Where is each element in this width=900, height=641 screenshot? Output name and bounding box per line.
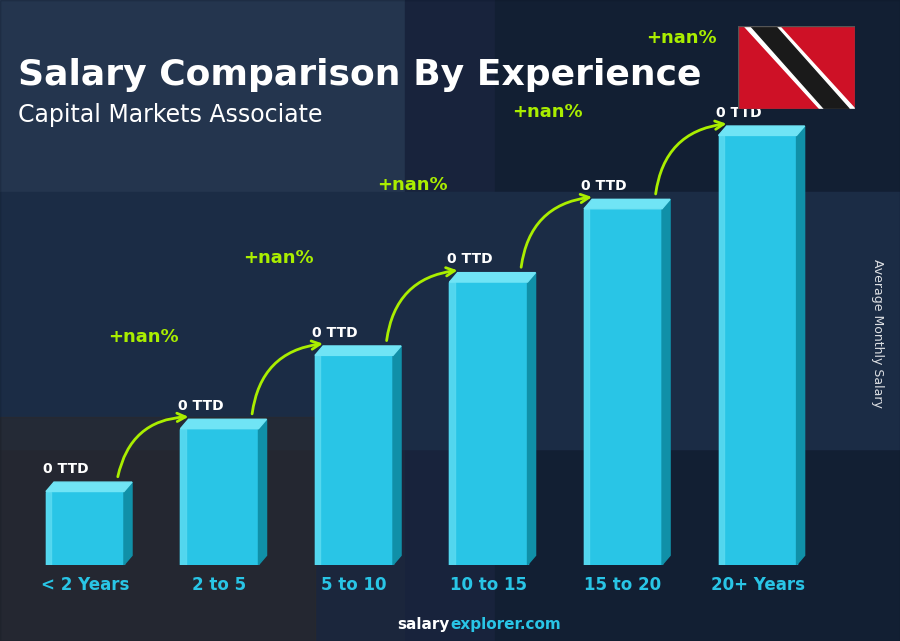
Polygon shape bbox=[718, 126, 805, 135]
Text: 0 TTD: 0 TTD bbox=[43, 462, 89, 476]
Polygon shape bbox=[796, 126, 805, 565]
Text: +nan%: +nan% bbox=[377, 176, 448, 194]
Polygon shape bbox=[124, 482, 132, 565]
Text: +nan%: +nan% bbox=[243, 249, 313, 267]
Polygon shape bbox=[393, 346, 401, 565]
Bar bbox=[46, 492, 51, 565]
Text: 0 TTD: 0 TTD bbox=[716, 106, 761, 120]
Text: 0 TTD: 0 TTD bbox=[312, 326, 358, 340]
Bar bbox=[718, 135, 724, 565]
Bar bbox=[584, 209, 590, 565]
Polygon shape bbox=[527, 272, 536, 565]
Text: +nan%: +nan% bbox=[512, 103, 582, 121]
Polygon shape bbox=[584, 199, 670, 209]
Text: salary: salary bbox=[398, 617, 450, 633]
Polygon shape bbox=[743, 26, 855, 109]
Bar bbox=[718, 135, 796, 565]
Polygon shape bbox=[449, 272, 536, 282]
Text: Average Monthly Salary: Average Monthly Salary bbox=[871, 259, 884, 408]
Bar bbox=[315, 355, 320, 565]
Text: Capital Markets Associate: Capital Markets Associate bbox=[18, 103, 322, 126]
Bar bbox=[584, 209, 662, 565]
Text: +nan%: +nan% bbox=[108, 328, 179, 346]
Polygon shape bbox=[46, 482, 132, 492]
Text: explorer.com: explorer.com bbox=[450, 617, 561, 633]
Text: +nan%: +nan% bbox=[646, 29, 716, 47]
Polygon shape bbox=[258, 419, 266, 565]
Polygon shape bbox=[315, 346, 401, 355]
Bar bbox=[181, 429, 258, 565]
Text: Salary Comparison By Experience: Salary Comparison By Experience bbox=[18, 58, 701, 92]
Polygon shape bbox=[751, 26, 850, 109]
Bar bbox=[315, 355, 393, 565]
Text: 0 TTD: 0 TTD bbox=[178, 399, 223, 413]
Polygon shape bbox=[181, 419, 266, 429]
Bar bbox=[449, 282, 454, 565]
Text: 0 TTD: 0 TTD bbox=[446, 253, 492, 267]
Bar bbox=[449, 282, 527, 565]
Bar bbox=[181, 429, 186, 565]
Text: 0 TTD: 0 TTD bbox=[581, 179, 627, 193]
Polygon shape bbox=[662, 199, 670, 565]
Bar bbox=[46, 492, 124, 565]
